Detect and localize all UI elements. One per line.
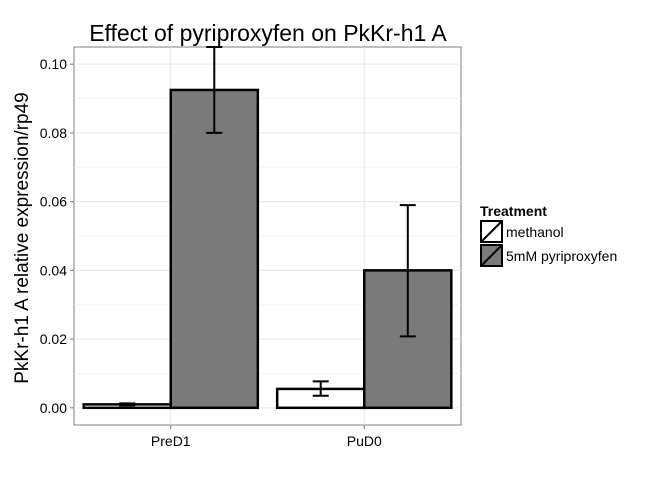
legend: Treatment methanol 5mM pyriproxyfen [480,203,617,267]
bar-5mm-pyriproxyfen-pred1 [169,88,260,410]
y-axis: 0.00 0.02 0.04 0.06 0.08 0.10 [40,56,74,416]
x-tick-label: PuD0 [347,433,382,449]
y-axis-label: PkKr-h1 A relative expression/rp49 [12,92,33,384]
y-tick-label: 0.06 [40,194,67,210]
legend-key-slash [481,221,502,242]
x-tick-label: PreD1 [151,433,191,449]
legend-item: methanol [480,220,564,243]
y-tick-label: 0.00 [40,400,67,416]
y-tick-label: 0.04 [40,262,67,278]
legend-label: methanol [506,224,564,240]
chart-title: Effect of pyriproxyfen on PkKr-h1 A [89,20,447,46]
legend-key-slash [481,245,502,266]
x-axis: PreD1 PuD0 [151,425,382,449]
y-tick-label: 0.10 [40,56,67,72]
error-bars [119,46,416,407]
legend-label: 5mM pyriproxyfen [506,248,617,264]
y-tick-label: 0.02 [40,331,67,347]
error-bar [206,46,223,134]
error-bar [119,402,136,407]
y-tick-label: 0.08 [40,125,67,141]
legend-item: 5mM pyriproxyfen [480,244,617,267]
legend-title: Treatment [480,203,547,219]
error-bar [312,380,329,397]
error-bar [399,204,416,338]
